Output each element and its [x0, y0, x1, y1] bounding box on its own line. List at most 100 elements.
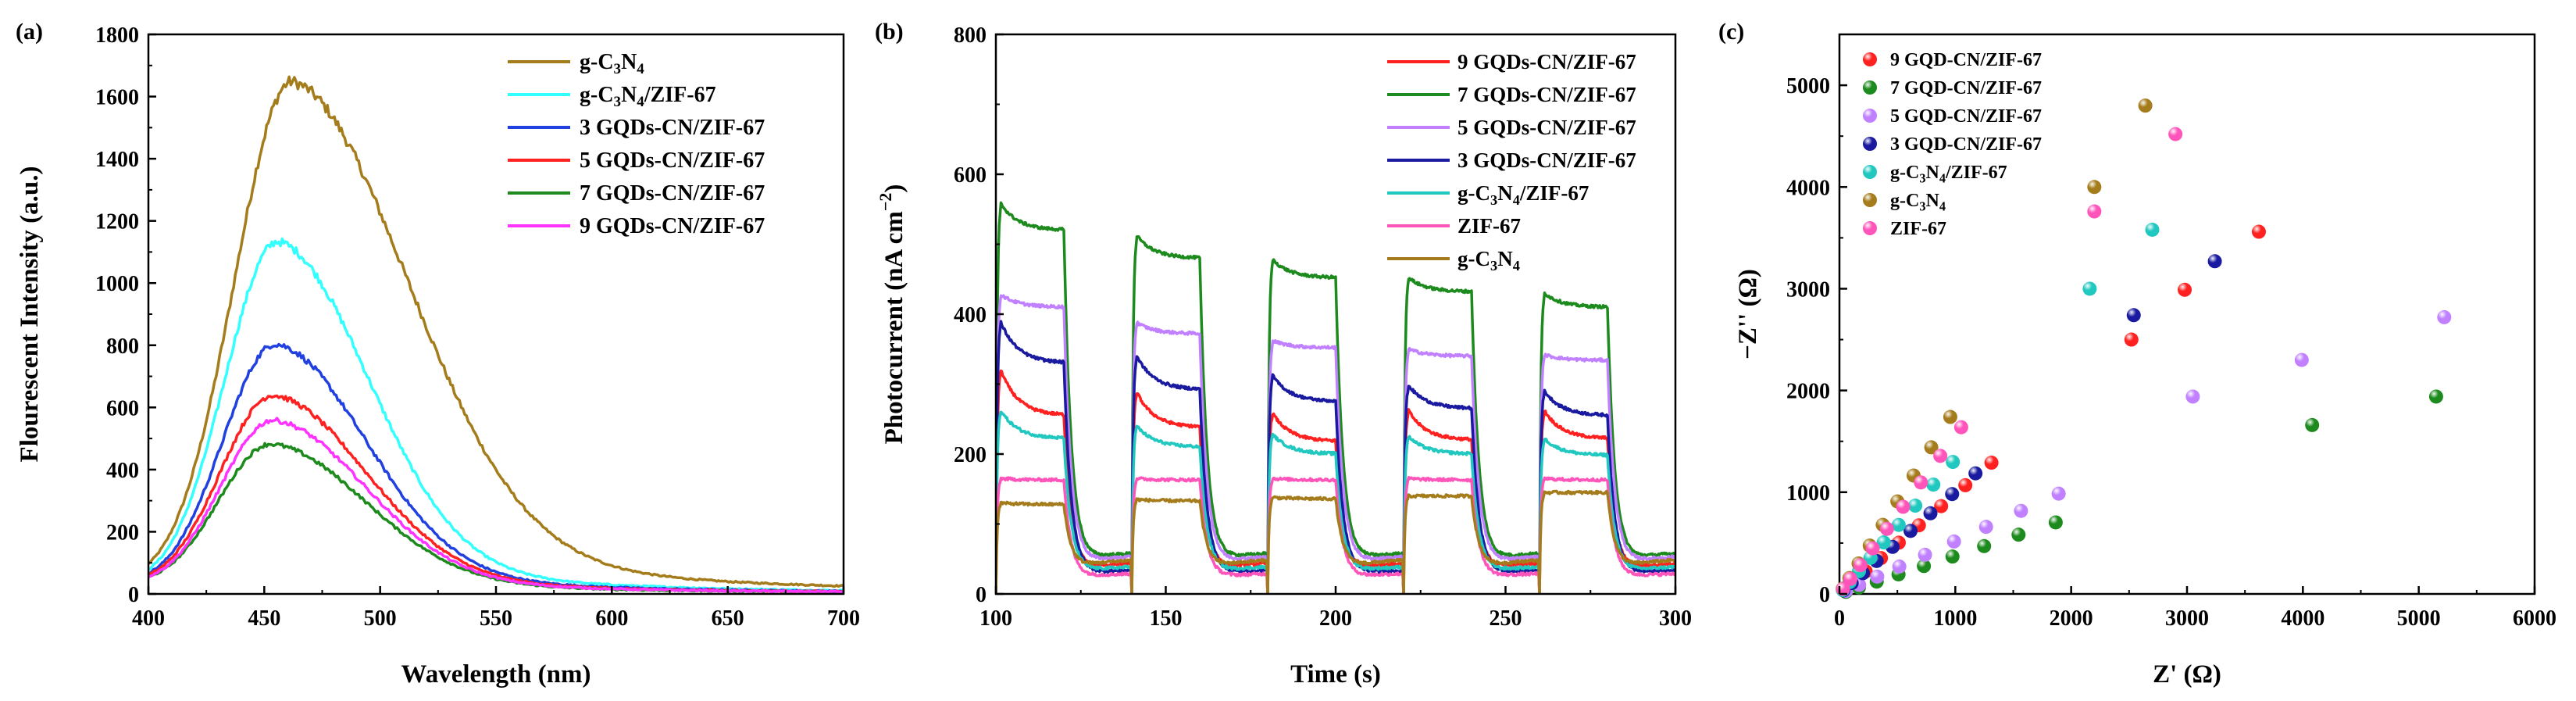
- panel-c-ytick-label: 2000: [1786, 380, 1830, 404]
- panel-a-ytick-label: 1600: [95, 86, 139, 110]
- panel-a-ytick-label: 1800: [95, 23, 139, 48]
- panel-c-ytick-label: 3000: [1786, 277, 1830, 302]
- panel-a-ytick-label: 0: [128, 583, 139, 607]
- b-legend-label: 3 GQDs-CN/ZIF-67: [1457, 148, 1636, 172]
- panel-c-point-highlight: [1968, 466, 1983, 481]
- panel-c-point-highlight: [2185, 389, 2200, 404]
- panel-c-label: (c): [1718, 19, 1744, 45]
- panel-c-point-highlight: [2145, 222, 2160, 237]
- panel-b-ylabel-close: ): [880, 184, 908, 193]
- panel-c-point-highlight: [1933, 449, 1948, 463]
- c-legend-label: 9 GQD-CN/ZIF-67: [1890, 50, 2042, 70]
- panel-b-axes: 100 150 200 250 300 0 200 400 600 800: [954, 23, 1692, 631]
- panel-a-series-line: [148, 417, 844, 594]
- c-legend-text-pre: g-C: [1890, 191, 1919, 211]
- panel-c-point-highlight: [1953, 420, 1968, 435]
- panel-c-point-highlight: [2087, 204, 2102, 219]
- c-legend-label: g-C3N4: [1890, 191, 1946, 213]
- panel-b-series-line: [996, 320, 1675, 594]
- c-legend-text-pre: 7 GQD-CN/ZIF-67: [1890, 78, 2042, 98]
- panel-c-legend-marker-highlight: [1863, 221, 1877, 235]
- panel-b-series: [996, 201, 1675, 594]
- c-legend-text-pre: 3 GQD-CN/ZIF-67: [1890, 134, 2042, 155]
- panel-a-xtick-label: 550: [480, 606, 512, 631]
- b-legend-text-sub2: 4: [1513, 258, 1520, 274]
- b-legend-text-pre: 5 GQDs-CN/ZIF-67: [1457, 116, 1636, 139]
- a-legend-label: 7 GQDs-CN/ZIF-67: [580, 181, 765, 206]
- b-legend-text-sub1: 3: [1490, 192, 1497, 208]
- panel-c-xtick-label: 5000: [2397, 606, 2441, 631]
- panel-a-xtick-label: 700: [827, 606, 860, 631]
- panel-c-legend: 9 GQD-CN/ZIF-67 7 GQD-CN/ZIF-67 5 GQD-CN/Z…: [1863, 50, 2042, 239]
- panel-c-point-highlight: [1879, 521, 1894, 536]
- panel-c-point-highlight: [2207, 254, 2222, 269]
- b-legend-label: ZIF-67: [1457, 214, 1521, 238]
- a-legend-label: g-C3N4/ZIF-67: [580, 83, 716, 110]
- panel-c-legend-marker-highlight: [1863, 193, 1877, 207]
- c-legend-text-sub2: 4: [1939, 170, 1946, 185]
- panel-c-point-highlight: [1977, 538, 1992, 553]
- a-legend-text-sub1: 3: [614, 61, 622, 77]
- panel-c-xtick-label: 3000: [2165, 606, 2209, 631]
- panel-a-series-line: [148, 237, 844, 592]
- panel-c: (c) 0 1000 2000 3000 4000 5000 6000 0 1000 2000 30…: [1718, 19, 2556, 688]
- panel-a-ytick-label: 800: [106, 334, 139, 359]
- panel-c-point-highlight: [1924, 440, 1939, 455]
- panel-c-point-highlight: [1945, 549, 1960, 564]
- panel-b-series-line: [996, 475, 1675, 594]
- a-legend-text-pre: g-C: [580, 83, 614, 107]
- panel-c-point-highlight: [1853, 558, 1868, 573]
- panel-a-ylabel: Flourescent Intensity (a.u.): [16, 166, 44, 463]
- panel-c-legend-marker-highlight: [1863, 80, 1877, 95]
- panel-b-ylabel-sup: −2: [876, 193, 895, 212]
- panel-b-series-line: [996, 369, 1675, 594]
- a-legend-text-sub2: 4: [637, 94, 644, 110]
- b-legend-label: 7 GQDs-CN/ZIF-67: [1457, 83, 1636, 106]
- panel-c-point-highlight: [2126, 308, 2141, 323]
- panel-a-axes: 400 450 500 550 600 650 700 0 200 400 600 800 1000 12…: [95, 23, 860, 631]
- b-legend-text-pre: 7 GQDs-CN/ZIF-67: [1457, 83, 1636, 106]
- b-legend-label: 5 GQDs-CN/ZIF-67: [1457, 116, 1636, 139]
- panel-a-series-line: [148, 75, 844, 588]
- panel-c-legend-marker-highlight: [1863, 109, 1877, 123]
- panel-a-ytick-label: 600: [106, 396, 139, 420]
- panel-a-xtick-label: 500: [364, 606, 397, 631]
- panel-b-legend: 9 GQDs-CN/ZIF-67 7 GQDs-CN/ZIF-67 5 GQDs-C…: [1387, 50, 1636, 274]
- panel-c-ytick-label: 1000: [1786, 481, 1830, 506]
- a-legend-text-pre: 5 GQDs-CN/ZIF-67: [580, 148, 765, 173]
- panel-c-point-highlight: [2048, 515, 2063, 530]
- panel-a-xlabel: Wavelength (nm): [401, 660, 591, 688]
- panel-a-ytick-label: 400: [106, 459, 139, 483]
- panel-b: (b) 100 150 200 250 300 0 200 400 600 800 9 GQDs-…: [875, 19, 1692, 688]
- panel-c-xtick-label: 6000: [2513, 606, 2556, 631]
- panel-c-point-highlight: [2168, 127, 2183, 141]
- a-legend-label: 5 GQDs-CN/ZIF-67: [580, 148, 765, 173]
- panel-c-legend-marker-highlight: [1863, 52, 1877, 66]
- b-legend-label: 9 GQDs-CN/ZIF-67: [1457, 50, 1636, 73]
- c-legend-text-post: /ZIF-67: [1945, 163, 2007, 183]
- a-legend-text-pre: 9 GQDs-CN/ZIF-67: [580, 214, 765, 238]
- a-legend-text-pre: 3 GQDs-CN/ZIF-67: [580, 116, 765, 140]
- panel-b-series-line: [996, 489, 1675, 594]
- a-legend-text-sub2: 4: [637, 61, 644, 77]
- panel-c-point-highlight: [1870, 569, 1885, 584]
- panel-b-xtick-label: 300: [1659, 606, 1692, 631]
- panel-c-point-highlight: [1891, 517, 1906, 532]
- c-legend-text-pre: 9 GQD-CN/ZIF-67: [1890, 50, 2042, 70]
- panel-c-ytick-label: 4000: [1786, 176, 1830, 200]
- panel-c-point-highlight: [1892, 559, 1907, 574]
- panel-c-point-highlight: [1945, 487, 1960, 502]
- b-legend-label: g-C3N4/ZIF-67: [1457, 181, 1589, 208]
- panel-b-xtick-label: 250: [1490, 606, 1522, 631]
- b-legend-text-pre: g-C: [1457, 181, 1490, 205]
- a-legend-text-pre: g-C: [580, 50, 614, 74]
- panel-c-point-highlight: [1843, 571, 1858, 586]
- b-legend-text-pre: g-C: [1457, 247, 1490, 270]
- panel-c-point-highlight: [2305, 417, 2320, 432]
- panel-b-ytick-label: 400: [954, 303, 987, 327]
- a-legend-text-mid: N: [621, 83, 637, 107]
- c-legend-text-mid: N: [1925, 163, 1939, 183]
- panel-b-xlabel: Time (s): [1290, 660, 1381, 688]
- a-legend-label: g-C3N4: [580, 50, 644, 77]
